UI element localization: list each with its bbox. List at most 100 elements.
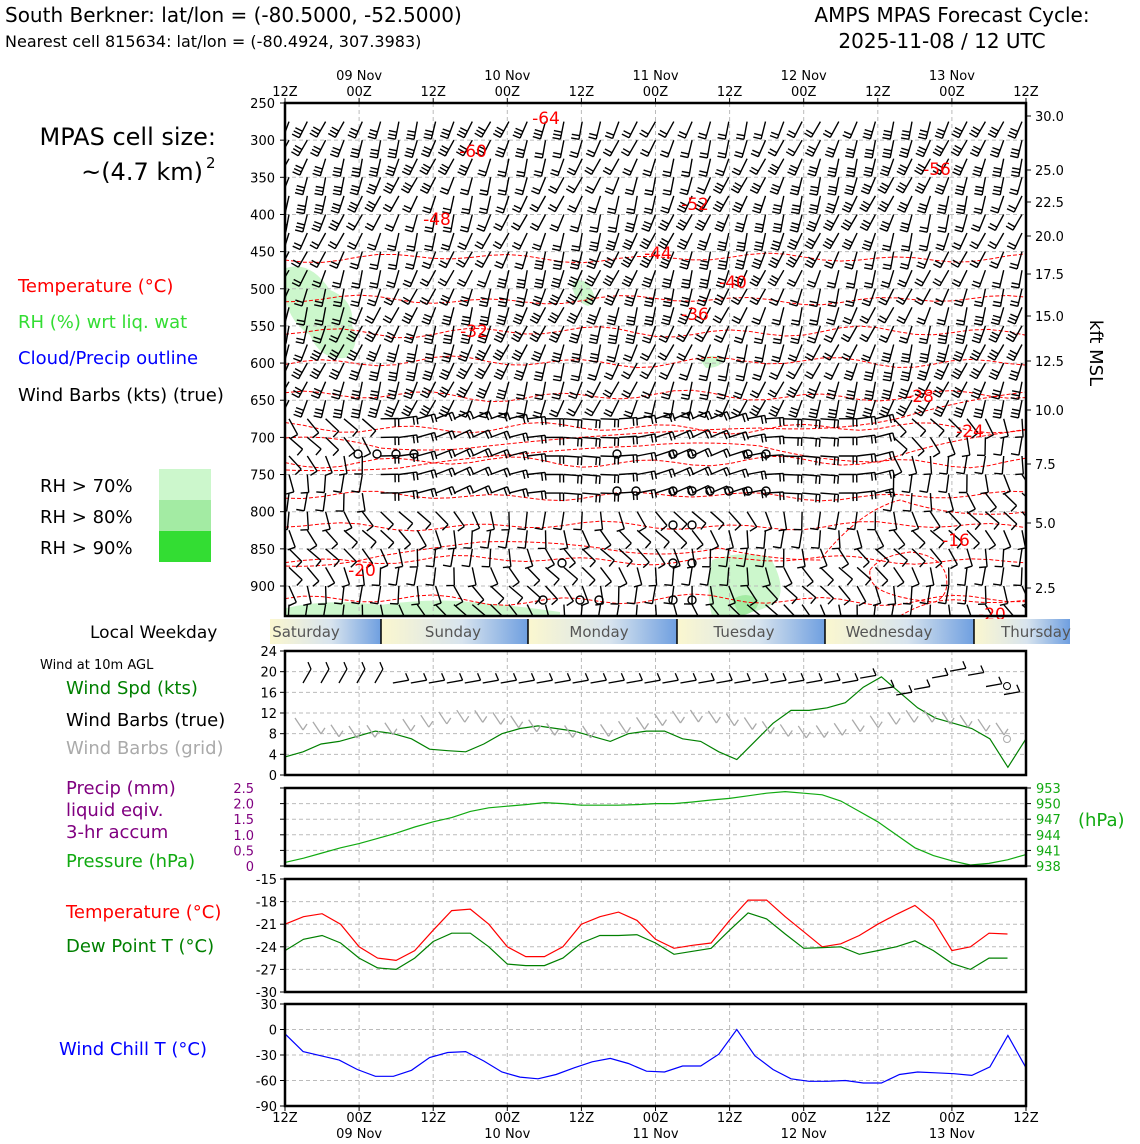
wind-barb (620, 139, 638, 157)
wind-barb (882, 140, 895, 159)
wind-barb-true (878, 679, 895, 691)
wind-barb (809, 177, 822, 196)
cell-size-exponent: 2 (206, 154, 216, 172)
wind-barb (765, 435, 785, 445)
wind-barb (442, 548, 455, 568)
temperature-contour (899, 599, 1026, 616)
wind-barb (639, 121, 657, 138)
wind-barb (547, 306, 565, 324)
wind-barb (772, 195, 785, 215)
wind-barb (380, 529, 395, 549)
wind-barb (517, 511, 528, 531)
wind-barb (455, 251, 473, 268)
precip-tick-label: 1.5 (233, 813, 254, 828)
wind-barb (366, 288, 382, 307)
wind-barb (974, 177, 987, 196)
wind-barb (371, 567, 382, 587)
wind-barb (382, 306, 400, 324)
wind-barb (929, 604, 932, 616)
wind-barb (838, 548, 850, 569)
wind-barb (493, 362, 510, 380)
wind-barb-grid (330, 724, 344, 738)
wind-barb (661, 307, 675, 326)
wind-barb (977, 585, 987, 605)
calm-wind-marker (761, 486, 771, 496)
wind-barb (313, 195, 327, 215)
wind-barb (697, 399, 712, 419)
wind-barb (495, 195, 510, 214)
wind-barb (749, 399, 767, 417)
wind-barb (728, 511, 742, 531)
wind-barb (545, 418, 565, 427)
wind-barb (658, 362, 675, 380)
legend-wind-barbs-grid: Wind Barbs (grid) (66, 738, 224, 759)
wind-barb (508, 413, 529, 424)
wind-barb (343, 548, 358, 568)
panel-tick-label: -30 (256, 986, 277, 1001)
wind-barb-true (410, 672, 428, 684)
wind-barb (367, 121, 382, 140)
wind-barb (951, 232, 968, 251)
wind-barb (768, 251, 785, 269)
wind-barb (624, 177, 638, 196)
calm-wind-marker (409, 449, 419, 459)
wind-barb (387, 140, 400, 159)
wind-barb (594, 511, 604, 532)
wind-barb-true (320, 661, 330, 684)
wind-barb (896, 306, 913, 325)
wind-barb (900, 232, 913, 252)
temperature-contour-label: -64 (532, 109, 560, 129)
wind-barb (603, 362, 620, 381)
wind-barb (1005, 325, 1023, 343)
wind-barb (435, 511, 449, 531)
wind-barb (877, 176, 895, 194)
wind-barb (842, 307, 858, 325)
wind-barb (361, 604, 364, 616)
wind-barb (859, 195, 877, 213)
wind-barb (332, 177, 345, 196)
wind-barb (679, 140, 693, 159)
wind-barb (842, 121, 858, 139)
wind-barb (636, 511, 647, 532)
wind-barb (730, 288, 748, 306)
wind-barb (587, 362, 602, 381)
wind-barb (291, 269, 308, 287)
wind-barb (897, 195, 913, 213)
wind-barb (929, 418, 945, 438)
temperature-contour (869, 551, 948, 603)
wind-barb (824, 251, 840, 269)
wind-barb (843, 362, 858, 381)
wind-barb (584, 288, 602, 306)
wind-barb (635, 604, 638, 616)
wind-barb (859, 325, 877, 343)
wind-barb (384, 399, 400, 418)
wind-barb (306, 455, 318, 476)
wind-barb (765, 454, 785, 464)
wind-barb (954, 214, 968, 233)
wind-barb (291, 251, 308, 268)
wind-barb (804, 232, 822, 250)
calm-wind-marker (743, 449, 753, 459)
wind-barb (288, 455, 302, 476)
wind-barb-true (302, 661, 312, 684)
wind-barb (545, 473, 565, 483)
wind-barb (639, 232, 657, 250)
wind-barb (673, 529, 688, 550)
wind-barb (621, 362, 638, 380)
wind-barb (331, 270, 345, 289)
precip-tick-label: 0.5 (233, 844, 254, 859)
wind-barb (678, 362, 693, 381)
wind-barb (479, 307, 492, 326)
wind-barb (801, 566, 814, 588)
wind-barb (673, 511, 688, 531)
wind-barb (717, 251, 730, 270)
wind-barb (898, 140, 913, 159)
wind-barb (453, 604, 468, 616)
wind-barb (772, 325, 785, 345)
wind-barb (819, 604, 826, 616)
wind-barb (751, 251, 767, 270)
wind-barb (728, 468, 750, 478)
wind-barb (732, 269, 748, 288)
wind-barb (616, 511, 625, 532)
wind-barb (351, 270, 363, 289)
